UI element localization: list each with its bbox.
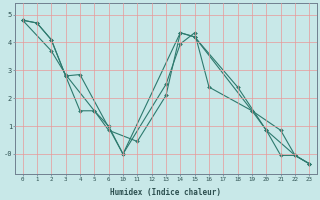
X-axis label: Humidex (Indice chaleur): Humidex (Indice chaleur) — [110, 188, 221, 197]
